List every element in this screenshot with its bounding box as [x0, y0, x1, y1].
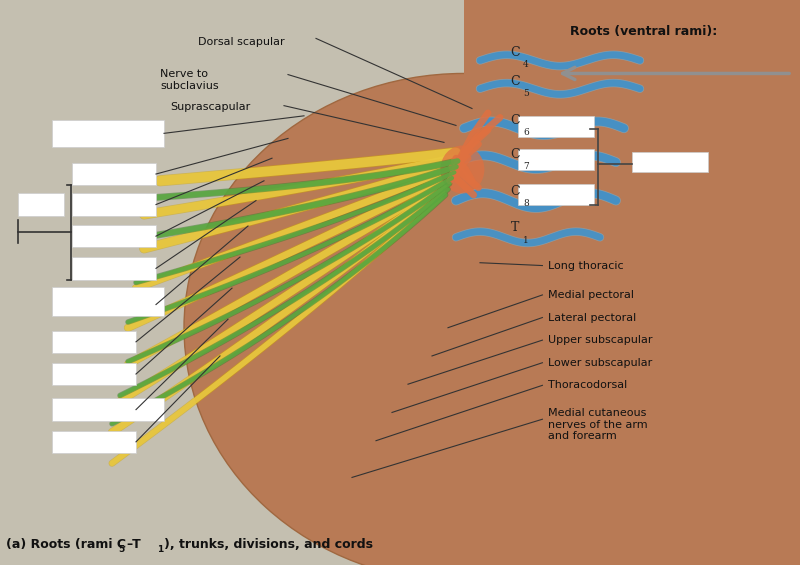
Text: 5: 5: [523, 89, 529, 98]
Text: Long thoracic: Long thoracic: [548, 260, 624, 271]
Bar: [518, 184, 594, 205]
Bar: [52, 363, 136, 385]
Bar: [52, 431, 136, 453]
Text: 4: 4: [523, 60, 529, 69]
Ellipse shape: [440, 146, 485, 194]
Text: Suprascapular: Suprascapular: [170, 102, 250, 112]
Bar: [518, 149, 594, 169]
Text: C: C: [510, 185, 520, 198]
Text: 8: 8: [523, 199, 529, 208]
Bar: [464, 0, 800, 565]
Text: Thoracodorsal: Thoracodorsal: [548, 380, 627, 390]
Text: ), trunks, divisions, and cords: ), trunks, divisions, and cords: [164, 538, 373, 551]
Ellipse shape: [184, 73, 744, 565]
Bar: [72, 225, 156, 247]
Text: T: T: [510, 221, 518, 234]
Bar: [72, 193, 156, 216]
Text: C: C: [510, 114, 520, 127]
Text: Upper subscapular: Upper subscapular: [548, 335, 653, 345]
Text: 7: 7: [523, 162, 529, 171]
Text: (a) Roots (rami C: (a) Roots (rami C: [6, 538, 126, 551]
Text: Medial pectoral: Medial pectoral: [548, 290, 634, 300]
Bar: [52, 120, 164, 147]
Text: C: C: [510, 148, 520, 161]
Text: C: C: [510, 46, 520, 59]
Text: Nerve to
subclavius: Nerve to subclavius: [160, 69, 218, 90]
Text: C: C: [510, 75, 520, 88]
Text: 1: 1: [157, 545, 163, 554]
Text: 1: 1: [523, 236, 529, 245]
Bar: [72, 257, 156, 280]
Bar: [52, 398, 164, 421]
Bar: [18, 193, 64, 216]
Bar: [72, 163, 156, 185]
Bar: [518, 116, 594, 137]
Text: Dorsal scapular: Dorsal scapular: [198, 37, 285, 47]
Text: –T: –T: [126, 538, 141, 551]
Text: 6: 6: [523, 128, 529, 137]
Text: 5: 5: [118, 545, 125, 554]
Bar: [52, 287, 164, 316]
Bar: [632, 152, 708, 172]
Text: Lateral pectoral: Lateral pectoral: [548, 312, 636, 323]
Bar: [52, 331, 136, 353]
Text: Lower subscapular: Lower subscapular: [548, 358, 652, 368]
Text: Roots (ventral rami):: Roots (ventral rami):: [570, 25, 718, 38]
Text: Medial cutaneous
nerves of the arm
and forearm: Medial cutaneous nerves of the arm and f…: [548, 408, 648, 441]
